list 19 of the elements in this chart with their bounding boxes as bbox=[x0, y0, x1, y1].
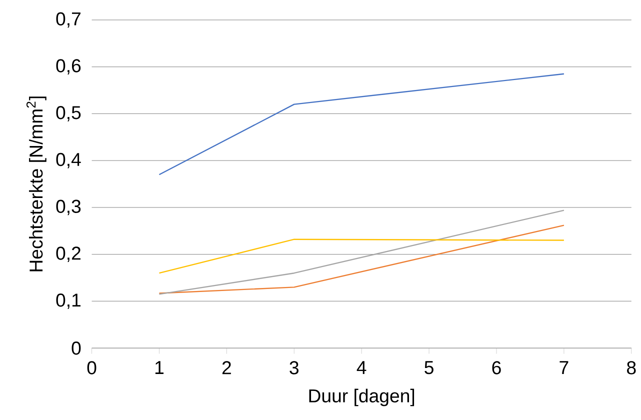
y-tick-label: 0,6 bbox=[56, 59, 81, 75]
y-axis-title: Hechtsterkte [N/mm$^{2}$] bbox=[26, 96, 46, 272]
x-tick-label: 3 bbox=[290, 361, 298, 374]
y-tick-label: 0,5 bbox=[56, 106, 81, 122]
x-tick-label: 5 bbox=[424, 361, 434, 374]
x-tick-label: 1 bbox=[155, 361, 164, 374]
y-tick-label: 0,2 bbox=[56, 246, 80, 262]
x-tick-label: 4 bbox=[356, 361, 366, 374]
y-tick-label: 0,1 bbox=[56, 294, 80, 309]
y-tick-label: 0,4 bbox=[56, 152, 81, 168]
x-tick-label: 2 bbox=[222, 361, 231, 374]
x-axis-title: Duur [dagen] bbox=[309, 388, 414, 406]
x-tick-label: 6 bbox=[492, 361, 501, 374]
x-tick-label: 0 bbox=[87, 361, 96, 374]
x-tick-label: 7 bbox=[560, 361, 568, 374]
y-tick-label: 0,3 bbox=[56, 200, 81, 216]
y-tick-label: 0 bbox=[72, 342, 81, 355]
x-tick-label: 8 bbox=[627, 361, 636, 374]
y-tick-label: 0,7 bbox=[56, 12, 80, 28]
